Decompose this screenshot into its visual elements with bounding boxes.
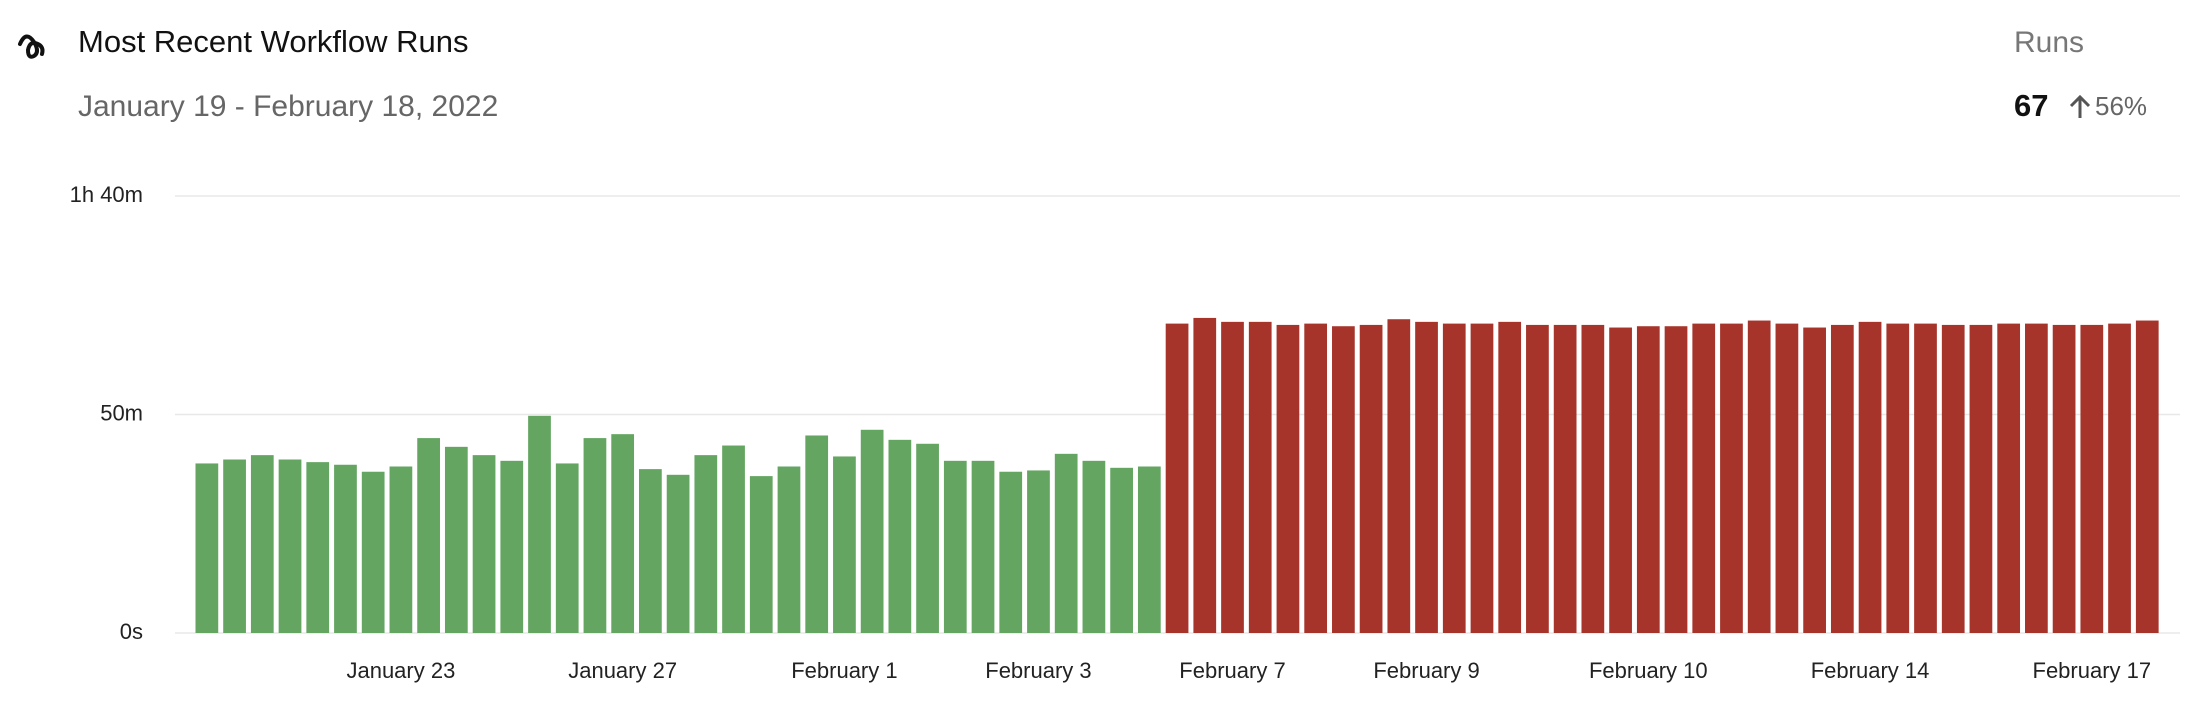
bar xyxy=(2080,324,2104,633)
bar xyxy=(1110,467,1133,633)
x-tick-label: February 14 xyxy=(1811,658,1930,683)
workflow-icon xyxy=(18,34,45,59)
bar xyxy=(971,460,995,633)
summary-label: Runs xyxy=(2014,26,2084,59)
bar xyxy=(1692,323,1716,633)
x-tick-label: January 27 xyxy=(568,658,677,683)
bar xyxy=(639,469,662,633)
x-tick-label: February 3 xyxy=(985,658,1091,683)
bar xyxy=(2052,324,2076,633)
bar xyxy=(1526,324,1549,633)
bar xyxy=(722,445,745,633)
bar xyxy=(805,435,829,633)
bar xyxy=(1027,470,1050,633)
bar xyxy=(250,455,274,633)
bar xyxy=(361,471,385,633)
bar xyxy=(1304,323,1328,633)
bar xyxy=(278,459,302,633)
bar xyxy=(195,463,219,633)
summary-change: 56% xyxy=(2095,91,2147,121)
summary-value: 67 xyxy=(2014,88,2048,123)
bar xyxy=(2135,320,2159,633)
bar xyxy=(444,446,468,633)
bar xyxy=(2025,323,2048,633)
bar xyxy=(306,462,330,633)
bar xyxy=(1137,466,1161,633)
bar xyxy=(999,471,1023,633)
bar xyxy=(777,466,801,633)
bar xyxy=(1054,453,1078,633)
bar xyxy=(1969,324,1993,633)
bar xyxy=(1775,323,1799,633)
bar xyxy=(555,463,579,633)
x-tick-label: January 23 xyxy=(346,658,455,683)
bar xyxy=(1248,321,1272,633)
bar xyxy=(1193,317,1217,633)
bar xyxy=(417,438,440,633)
bar xyxy=(1664,326,1688,633)
bar xyxy=(1082,460,1106,633)
bar xyxy=(1997,323,2021,633)
x-tick-label: February 10 xyxy=(1589,658,1708,683)
bar xyxy=(833,456,856,633)
bar xyxy=(1609,327,1632,633)
bar xyxy=(583,438,607,633)
x-tick-label: February 17 xyxy=(2033,658,2152,683)
bar xyxy=(611,434,635,633)
y-tick-label: 0s xyxy=(120,619,143,644)
x-tick-label: February 9 xyxy=(1373,658,1479,683)
bar xyxy=(472,455,496,633)
y-tick-label: 50m xyxy=(100,400,143,425)
bar xyxy=(1858,321,1882,633)
bar xyxy=(1221,321,1244,633)
bar xyxy=(1442,323,1466,633)
bar xyxy=(1332,326,1355,633)
bar xyxy=(1470,323,1494,633)
bar xyxy=(1359,324,1383,633)
up-arrow xyxy=(2069,94,2091,118)
bar xyxy=(860,429,884,633)
bar xyxy=(1803,327,1826,633)
bar xyxy=(1165,323,1189,633)
bar xyxy=(528,415,551,633)
bar xyxy=(1581,324,1605,633)
bar xyxy=(749,476,773,633)
bar xyxy=(1498,321,1522,633)
y-tick-label: 1h 40m xyxy=(70,182,143,207)
bar xyxy=(1720,323,1743,633)
bar xyxy=(2108,323,2131,633)
bar xyxy=(1941,324,1965,633)
bar xyxy=(1830,324,1854,633)
x-tick-label: February 7 xyxy=(1179,658,1285,683)
bar xyxy=(888,439,912,633)
bar xyxy=(694,455,718,633)
bar xyxy=(1387,319,1411,633)
bar xyxy=(1886,323,1910,633)
bar xyxy=(1415,321,1438,633)
bar xyxy=(1553,324,1577,633)
bar xyxy=(916,443,939,633)
chart-title: Most Recent Workflow Runs xyxy=(78,24,469,59)
bar xyxy=(389,466,413,633)
x-tick-label: February 1 xyxy=(791,658,897,683)
bar xyxy=(943,460,967,633)
chart-subtitle: January 19 - February 18, 2022 xyxy=(78,90,498,123)
bar xyxy=(334,464,357,633)
bar xyxy=(1276,324,1300,633)
bar xyxy=(223,459,246,633)
bar xyxy=(1914,323,1937,633)
bar xyxy=(1636,326,1660,633)
bar xyxy=(1747,320,1771,633)
bar xyxy=(500,460,524,633)
bar xyxy=(666,474,690,633)
